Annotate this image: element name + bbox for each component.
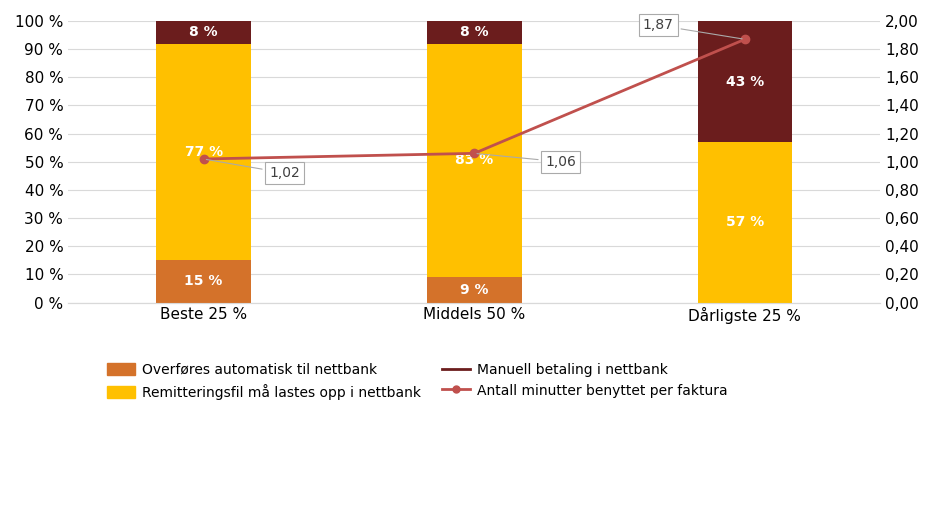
Legend: Overføres automatisk til nettbank, Remitteringsfil må lastes opp i nettbank, Man: Overføres automatisk til nettbank, Remit… [102,357,733,405]
Text: 8 %: 8 % [190,25,218,39]
Bar [427,21,521,43]
Text: 1,87: 1,87 [643,18,743,39]
Text: 1,02: 1,02 [206,159,300,180]
Bar [698,21,792,142]
Bar [156,21,251,43]
Text: 1,06: 1,06 [477,154,576,169]
Text: 9 %: 9 % [460,283,488,297]
Text: 15 %: 15 % [184,274,223,289]
Text: 8 %: 8 % [460,25,488,39]
Bar [698,142,792,303]
Text: 77 %: 77 % [185,145,222,159]
Bar [427,43,521,277]
Text: 57 %: 57 % [726,215,764,229]
Bar [156,261,251,303]
Bar [427,277,521,303]
Text: 43 %: 43 % [726,75,764,88]
Bar [156,43,251,261]
Text: 83 %: 83 % [455,153,493,168]
